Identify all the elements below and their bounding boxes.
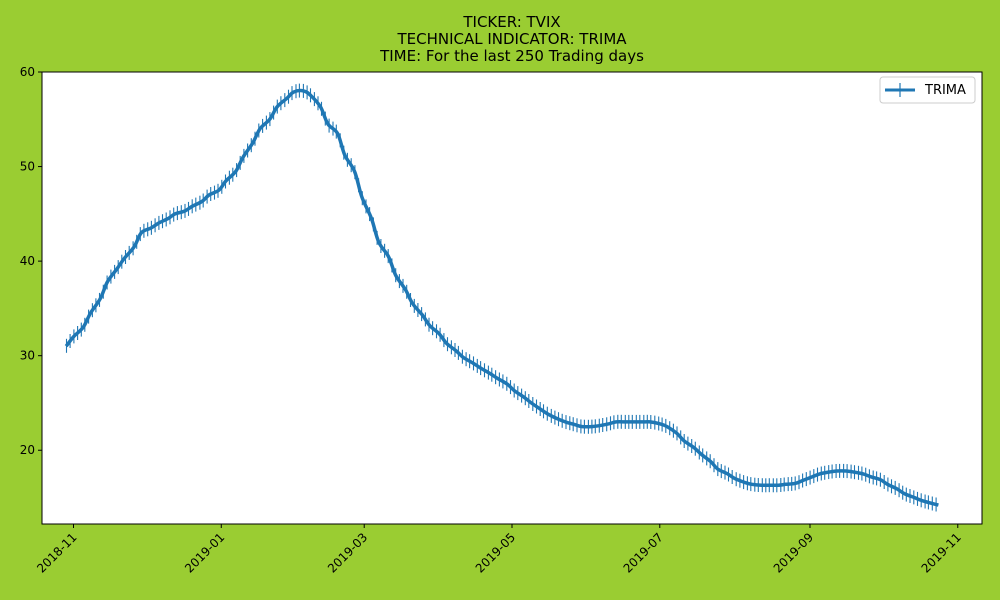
y-tick-label-40: 40 [20, 254, 35, 268]
y-tick-label-30: 30 [20, 349, 35, 363]
plot-area [42, 72, 982, 524]
y-tick-label-50: 50 [20, 160, 35, 174]
legend-label-trima: TRIMA [924, 83, 966, 98]
legend-box [879, 76, 976, 104]
y-axis: 20 30 40 50 60 [20, 65, 42, 457]
chart-title-line-1: TICKER: TVIX [462, 13, 560, 31]
series-layer [64, 83, 939, 512]
y-tick-label-60: 60 [20, 65, 35, 79]
chart-title-line-3: TIME: For the last 250 Trading days [379, 47, 644, 65]
legend: TRIMA [879, 76, 976, 104]
y-tick-label-20: 20 [20, 443, 35, 457]
chart-title-line-2: TECHNICAL INDICATOR: TRIMA [396, 30, 627, 48]
